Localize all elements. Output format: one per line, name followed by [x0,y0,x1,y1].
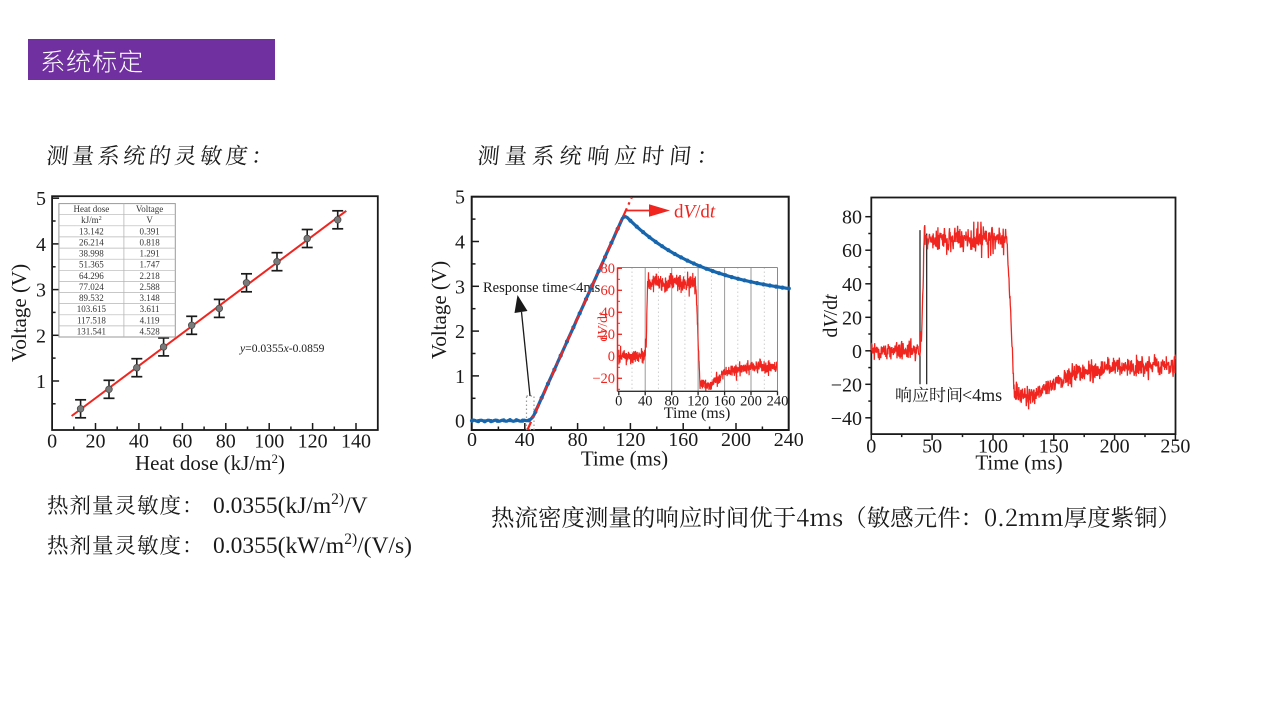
svg-text:5: 5 [36,188,46,210]
svg-text:140: 140 [341,431,371,453]
svg-text:80: 80 [601,261,616,277]
svg-text:dV/dt: dV/dt [595,311,610,342]
svg-text:60: 60 [601,283,616,299]
svg-text:131.541: 131.541 [77,326,106,336]
svg-text:Time (ms): Time (ms) [581,447,668,471]
svg-text:0: 0 [455,411,465,433]
svg-text:89.532: 89.532 [79,293,104,303]
svg-text:1: 1 [36,371,46,393]
svg-text:<4ms: <4ms [962,385,1002,405]
svg-text:240: 240 [774,429,804,451]
svg-text:0: 0 [866,436,876,458]
svg-text:250: 250 [1160,436,1190,458]
svg-text:80: 80 [216,431,236,453]
svg-text:Voltage (V): Voltage (V) [427,261,451,359]
svg-text:80: 80 [664,394,679,410]
svg-text:V: V [146,215,153,225]
svg-text:51.365: 51.365 [79,260,104,270]
svg-text:dV/dt: dV/dt [820,294,842,338]
svg-text:−20: −20 [592,371,615,387]
svg-text:0.0355(kW/m2)/(V/s): 0.0355(kW/m2)/(V/s) [213,531,412,559]
svg-text:−40: −40 [831,408,862,430]
svg-text:80: 80 [568,429,588,451]
svg-text:40: 40 [842,274,862,296]
svg-text:120: 120 [615,429,645,451]
svg-text:Time (ms): Time (ms) [975,451,1062,475]
svg-text:240: 240 [767,394,789,410]
svg-text:120: 120 [298,431,328,453]
svg-text:4: 4 [36,234,46,256]
svg-text:Response time<4ms: Response time<4ms [483,280,601,296]
svg-text:4.119: 4.119 [140,315,160,325]
svg-text:160: 160 [668,429,698,451]
svg-text:4.528: 4.528 [139,326,160,336]
svg-text:64.296: 64.296 [79,271,104,281]
svg-text:200: 200 [721,429,751,451]
svg-text:5: 5 [455,187,465,209]
svg-text:dV/dt: dV/dt [674,202,716,223]
svg-text:kJ/m2: kJ/m2 [81,215,102,225]
svg-text:150: 150 [1039,436,1069,458]
svg-text:20: 20 [601,327,616,343]
svg-text:2: 2 [36,325,46,347]
svg-text:−20: −20 [831,374,862,396]
svg-text:60: 60 [172,431,192,453]
svg-text:2.588: 2.588 [139,282,160,292]
svg-text:40: 40 [515,429,535,451]
svg-text:20: 20 [842,307,862,329]
svg-text:3: 3 [36,280,46,302]
svg-text:100: 100 [254,431,284,453]
svg-text:y=0.0355x-0.0859: y=0.0355x-0.0859 [239,342,325,355]
svg-text:3.611: 3.611 [140,304,160,314]
svg-text:Voltage (V): Voltage (V) [7,264,31,362]
svg-text:Voltage: Voltage [136,204,163,214]
svg-text:100: 100 [978,436,1008,458]
svg-text:38.998: 38.998 [79,249,104,259]
svg-text:1.291: 1.291 [139,249,159,259]
svg-text:0.818: 0.818 [139,238,160,248]
svg-text:103.615: 103.615 [77,304,107,314]
svg-text:Heat dose (kJ/m2): Heat dose (kJ/m2) [135,451,285,475]
svg-text:200: 200 [740,394,762,410]
svg-text:60: 60 [842,240,862,262]
svg-text:20: 20 [86,431,106,453]
svg-text:Heat dose: Heat dose [74,204,110,214]
svg-text:0: 0 [852,341,862,363]
svg-text:0.0355(kJ/m2)/V: 0.0355(kJ/m2)/V [213,491,368,519]
svg-text:160: 160 [714,394,736,410]
svg-text:13.142: 13.142 [79,226,104,236]
svg-text:77.024: 77.024 [79,282,104,292]
svg-text:1.747: 1.747 [139,260,160,270]
svg-text:117.518: 117.518 [77,315,106,325]
svg-text:2: 2 [455,321,465,343]
svg-text:80: 80 [842,207,862,229]
svg-text:1: 1 [455,366,465,388]
svg-text:2.218: 2.218 [139,271,160,281]
svg-text:0: 0 [47,431,57,453]
svg-text:40: 40 [638,394,653,410]
svg-text:40: 40 [129,431,149,453]
svg-text:0: 0 [467,429,477,451]
svg-text:120: 120 [687,394,709,410]
svg-text:Time (ms): Time (ms) [664,405,731,422]
svg-text:0.391: 0.391 [139,226,159,236]
svg-text:0: 0 [608,349,615,365]
svg-text:0: 0 [615,394,622,410]
svg-text:26.214: 26.214 [79,238,104,248]
svg-text:3: 3 [455,276,465,298]
svg-text:200: 200 [1100,436,1130,458]
svg-text:4: 4 [455,232,465,254]
svg-text:3.148: 3.148 [139,293,160,303]
svg-text:50: 50 [922,436,942,458]
svg-text:40: 40 [601,305,616,321]
